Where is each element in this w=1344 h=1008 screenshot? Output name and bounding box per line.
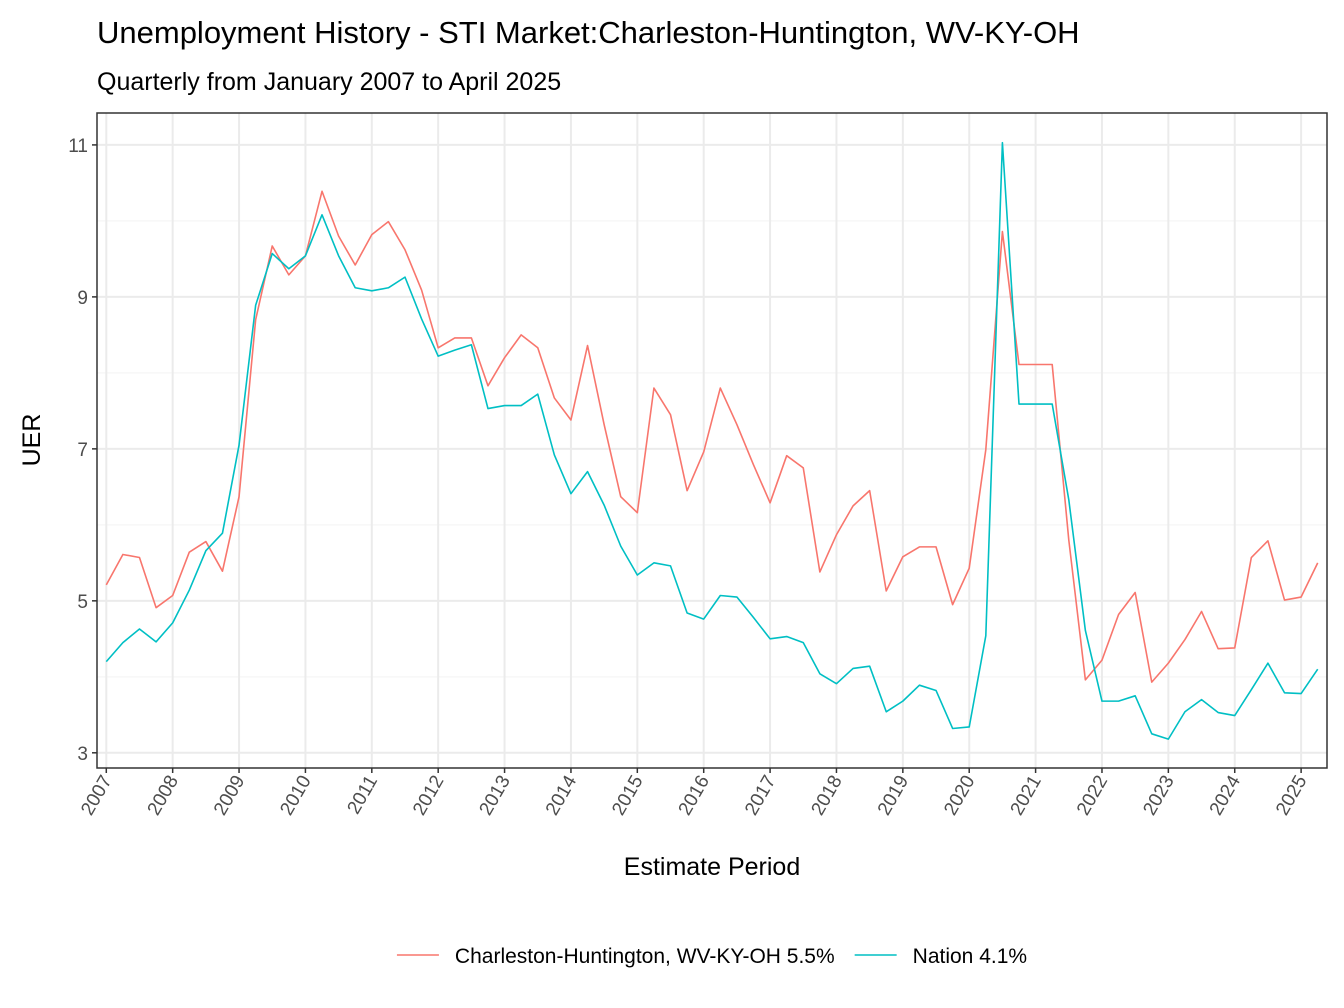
y-axis-title: UER: [18, 414, 46, 467]
y-tick-label: 11: [68, 136, 88, 157]
y-tick-label: 7: [77, 440, 88, 461]
line-series: [105, 141, 1319, 740]
y-tick-label: 5: [77, 592, 88, 613]
legend-label: Nation 4.1%: [913, 945, 1027, 968]
plot-border: [96, 112, 1328, 769]
chart-title: Unemployment History - STI Market:Charle…: [97, 15, 1080, 50]
x-axis-title: Estimate Period: [624, 853, 800, 881]
y-tick-label: 9: [77, 288, 88, 309]
line-series: [105, 190, 1319, 683]
y-tick-label: 3: [77, 744, 88, 765]
chart-subtitle: Quarterly from January 2007 to April 202…: [97, 68, 561, 96]
legend-label: Charleston-Huntington, WV-KY-OH 5.5%: [455, 945, 835, 968]
